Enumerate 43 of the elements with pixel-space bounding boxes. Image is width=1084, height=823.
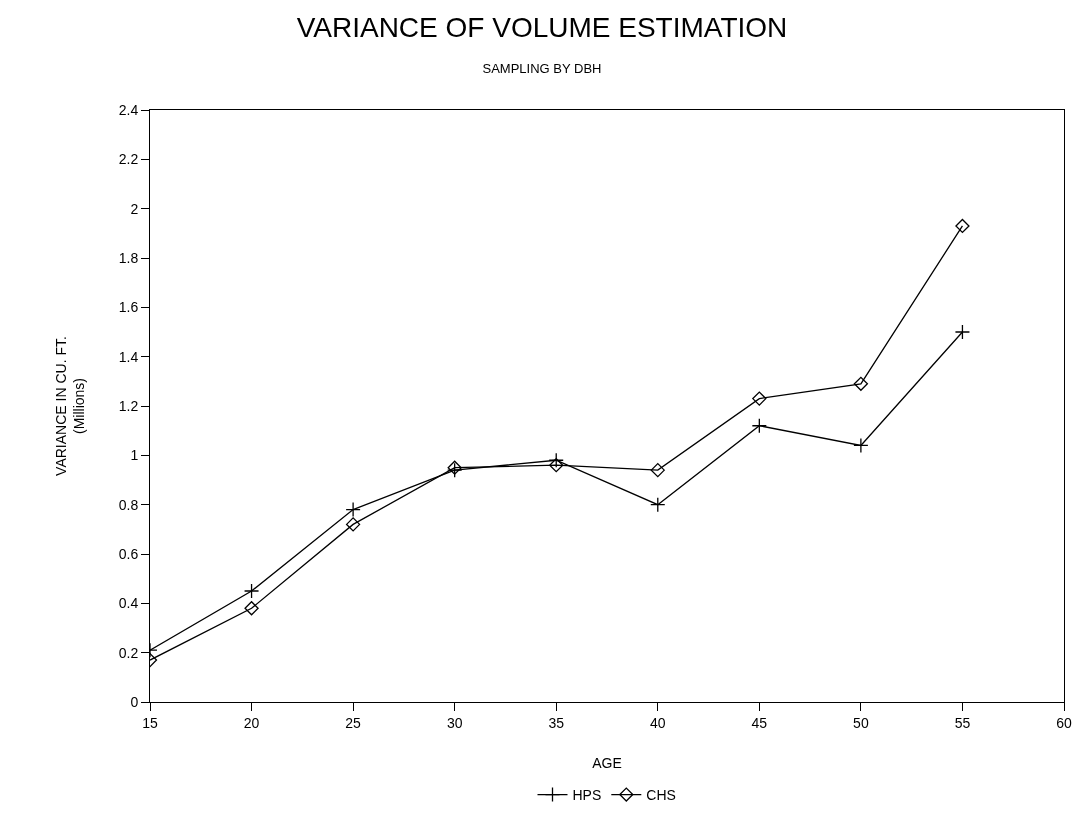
y-tick-label: 1.2 xyxy=(118,397,139,414)
x-tick-label: 45 xyxy=(751,714,768,731)
x-tick-label: 15 xyxy=(142,714,158,731)
x-tick-label: 20 xyxy=(243,714,260,731)
y-tick-label: 0.8 xyxy=(118,496,139,513)
point xyxy=(752,391,767,406)
point xyxy=(345,517,361,532)
point xyxy=(244,601,259,616)
y-tick-label: 0.2 xyxy=(118,644,139,661)
point xyxy=(853,376,869,391)
y-tick-label: 0.6 xyxy=(118,545,139,562)
x-tick-label: 55 xyxy=(954,714,971,731)
legend-label: HPS xyxy=(572,787,602,804)
x-tick-label: 25 xyxy=(345,714,362,731)
y-tick-label: 1.8 xyxy=(118,249,139,266)
x-tick-label: 50 xyxy=(853,714,869,731)
y-tick-label: 1.6 xyxy=(118,299,139,316)
y-tick-label: 1.4 xyxy=(118,348,139,365)
point xyxy=(548,452,564,468)
point xyxy=(243,583,260,599)
y-tick-label: 2 xyxy=(130,200,139,217)
y-tick-label: 0 xyxy=(130,693,139,710)
y-tick-label: 1 xyxy=(130,447,139,464)
y-tick-label: 2.2 xyxy=(118,151,139,168)
point xyxy=(853,437,869,454)
point xyxy=(955,218,970,234)
point xyxy=(345,501,361,518)
x-tick-label: 30 xyxy=(446,714,463,731)
y-axis-title: VARIANCE IN CU. FT. (Millions) xyxy=(53,336,88,476)
point xyxy=(751,418,767,434)
chart-title: VARIANCE OF VOLUME ESTIMATION xyxy=(296,12,788,44)
y-tick-label: 0.4 xyxy=(118,595,139,612)
x-tick-label: 35 xyxy=(548,714,565,731)
legend-label: CHS xyxy=(646,787,676,804)
x-tick-label: 60 xyxy=(1056,714,1072,731)
point xyxy=(650,462,665,478)
point xyxy=(650,497,666,513)
x-axis-title: AGE xyxy=(592,755,622,772)
point xyxy=(549,458,564,473)
point xyxy=(954,324,971,340)
chart-subtitle: SAMPLING BY DBH xyxy=(482,61,602,77)
x-tick-label: 40 xyxy=(649,714,666,731)
y-tick-label: 2.4 xyxy=(118,101,139,118)
